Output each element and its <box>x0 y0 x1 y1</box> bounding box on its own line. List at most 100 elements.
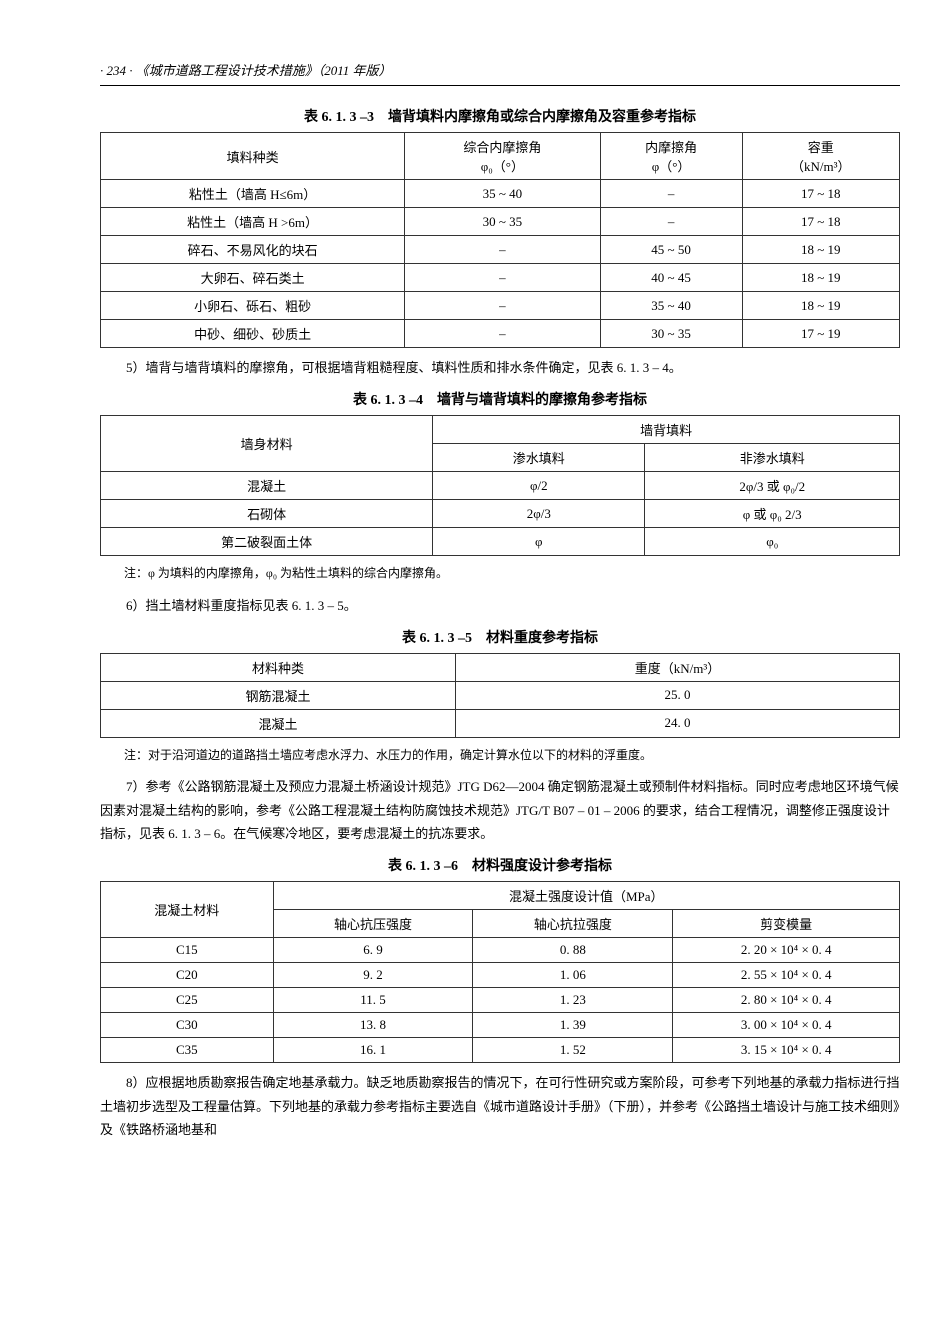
page-header: · 234 · 《城市道路工程设计技术措施》（2011 年版） <box>100 60 900 79</box>
table-cell: φ/2 <box>433 472 645 500</box>
table-cell: 3. 15 × 10⁴ × 0. 4 <box>673 1038 900 1063</box>
th-comp: 轴心抗压强度 <box>273 910 473 938</box>
th-nonpermeable: 非渗水填料 <box>645 444 900 472</box>
table-cell: – <box>600 180 742 208</box>
table-cell: – <box>405 292 600 320</box>
table-613-3-title: 表 6. 1. 3 –3 墙背填料内摩擦角或综合内摩擦角及容重参考指标 <box>100 106 900 126</box>
table-cell: 第二破裂面土体 <box>101 528 433 556</box>
table-row: 第二破裂面土体φφ₀ <box>101 528 900 556</box>
th-permeable: 渗水填料 <box>433 444 645 472</box>
table-cell: – <box>405 264 600 292</box>
table-cell: 0. 88 <box>473 938 673 963</box>
table-cell: 6. 9 <box>273 938 473 963</box>
table-cell: 大卵石、碎石类土 <box>101 264 405 292</box>
th-tens: 轴心抗拉强度 <box>473 910 673 938</box>
table-cell: 2φ/3 <box>433 500 645 528</box>
table-cell: 17 ~ 18 <box>742 180 899 208</box>
table-cell: C35 <box>101 1038 274 1063</box>
table-cell: – <box>405 236 600 264</box>
table-613-3: 填料种类 综合内摩擦角 φ₀（°） 内摩擦角 φ（°） 容重 （kN/m³） 粘… <box>100 132 900 348</box>
table-row: 粘性土（墙高 H >6m）30 ~ 35–17 ~ 18 <box>101 208 900 236</box>
table-cell: 24. 0 <box>456 709 900 737</box>
page-number: · 234 · <box>100 63 133 78</box>
table-cell: 1. 06 <box>473 963 673 988</box>
table-row: 小卵石、砾石、粗砂–35 ~ 4018 ~ 19 <box>101 292 900 320</box>
table-row: C3516. 11. 523. 15 × 10⁴ × 0. 4 <box>101 1038 900 1063</box>
table-cell: 混凝土 <box>101 709 456 737</box>
table-cell: 2. 80 × 10⁴ × 0. 4 <box>673 988 900 1013</box>
th-strength-span: 混凝土强度设计值（MPa） <box>273 882 899 910</box>
table-cell: 2φ/3 或 φ₀/2 <box>645 472 900 500</box>
table-row: 中砂、细砂、砂质土–30 ~ 3517 ~ 19 <box>101 320 900 348</box>
table-cell: 2. 55 × 10⁴ × 0. 4 <box>673 963 900 988</box>
table-cell: 粘性土（墙高 H≤6m） <box>101 180 405 208</box>
table-cell: C15 <box>101 938 274 963</box>
table-row: 钢筋混凝土25. 0 <box>101 681 900 709</box>
table-cell: – <box>405 320 600 348</box>
header-divider <box>100 85 900 86</box>
table-cell: 40 ~ 45 <box>600 264 742 292</box>
table-cell: 中砂、细砂、砂质土 <box>101 320 405 348</box>
table-cell: C25 <box>101 988 274 1013</box>
table-cell: C30 <box>101 1013 274 1038</box>
table-row: C156. 90. 882. 20 × 10⁴ × 0. 4 <box>101 938 900 963</box>
table-cell: 17 ~ 18 <box>742 208 899 236</box>
table-row: C2511. 51. 232. 80 × 10⁴ × 0. 4 <box>101 988 900 1013</box>
table-cell: – <box>600 208 742 236</box>
table-613-5-note: 注：对于沿河道边的道路挡土墙应考虑水浮力、水压力的作用，确定计算水位以下的材料的… <box>100 746 900 765</box>
table-cell: 45 ~ 50 <box>600 236 742 264</box>
table-row: 粘性土（墙高 H≤6m）35 ~ 40–17 ~ 18 <box>101 180 900 208</box>
table-cell: 9. 2 <box>273 963 473 988</box>
table-cell: 11. 5 <box>273 988 473 1013</box>
table-cell: 30 ~ 35 <box>405 208 600 236</box>
table-cell: 碎石、不易风化的块石 <box>101 236 405 264</box>
table-613-4: 墙身材料 墙背填料 渗水填料 非渗水填料 混凝土φ/22φ/3 或 φ₀/2石砌… <box>100 415 900 556</box>
th-fill-type: 填料种类 <box>101 133 405 180</box>
table-row: C3013. 81. 393. 00 × 10⁴ × 0. 4 <box>101 1013 900 1038</box>
th-density: 重度（kN/m³） <box>456 653 900 681</box>
table-cell: 18 ~ 19 <box>742 292 899 320</box>
table-613-4-title: 表 6. 1. 3 –4 墙背与墙背填料的摩擦角参考指标 <box>100 389 900 409</box>
table-cell: 16. 1 <box>273 1038 473 1063</box>
table-cell: 钢筋混凝土 <box>101 681 456 709</box>
table-cell: 18 ~ 19 <box>742 264 899 292</box>
table-cell: 混凝土 <box>101 472 433 500</box>
para-8: 8）应根据地质勘察报告确定地基承载力。缺乏地质勘察报告的情况下，在可行性研究或方… <box>100 1071 900 1141</box>
table-cell: 30 ~ 35 <box>600 320 742 348</box>
table-cell: 35 ~ 40 <box>600 292 742 320</box>
th-concrete-mat: 混凝土材料 <box>101 882 274 938</box>
table-row: 大卵石、碎石类土–40 ~ 4518 ~ 19 <box>101 264 900 292</box>
table-cell: 1. 23 <box>473 988 673 1013</box>
table-cell: 25. 0 <box>456 681 900 709</box>
table-cell: 2. 20 × 10⁴ × 0. 4 <box>673 938 900 963</box>
th-backfill: 墙背填料 <box>433 416 900 444</box>
table-cell: C20 <box>101 963 274 988</box>
table-cell: 粘性土（墙高 H >6m） <box>101 208 405 236</box>
table-cell: 3. 00 × 10⁴ × 0. 4 <box>673 1013 900 1038</box>
th-shear: 剪变模量 <box>673 910 900 938</box>
table-cell: φ <box>433 528 645 556</box>
table-cell: 18 ~ 19 <box>742 236 899 264</box>
th-phi0: 综合内摩擦角 φ₀（°） <box>405 133 600 180</box>
table-row: 碎石、不易风化的块石–45 ~ 5018 ~ 19 <box>101 236 900 264</box>
table-613-5-title: 表 6. 1. 3 –5 材料重度参考指标 <box>100 627 900 647</box>
table-row: C209. 21. 062. 55 × 10⁴ × 0. 4 <box>101 963 900 988</box>
table-cell: φ 或 φ₀ 2/3 <box>645 500 900 528</box>
th-phi: 内摩擦角 φ（°） <box>600 133 742 180</box>
table-cell: 1. 52 <box>473 1038 673 1063</box>
table-row: 混凝土24. 0 <box>101 709 900 737</box>
table-row: 混凝土φ/22φ/3 或 φ₀/2 <box>101 472 900 500</box>
table-cell: 13. 8 <box>273 1013 473 1038</box>
th-weight: 容重 （kN/m³） <box>742 133 899 180</box>
table-cell: 1. 39 <box>473 1013 673 1038</box>
th-wall-material: 墙身材料 <box>101 416 433 472</box>
table-613-6-title: 表 6. 1. 3 –6 材料强度设计参考指标 <box>100 855 900 875</box>
table-613-6: 混凝土材料 混凝土强度设计值（MPa） 轴心抗压强度 轴心抗拉强度 剪变模量 C… <box>100 881 900 1063</box>
table-cell: 17 ~ 19 <box>742 320 899 348</box>
para-5: 5）墙背与墙背填料的摩擦角，可根据墙背粗糙程度、填料性质和排水条件确定，见表 6… <box>100 356 900 379</box>
table-cell: 小卵石、砾石、粗砂 <box>101 292 405 320</box>
table-cell: 35 ~ 40 <box>405 180 600 208</box>
table-cell: φ₀ <box>645 528 900 556</box>
para-7: 7）参考《公路钢筋混凝土及预应力混凝土桥涵设计规范》JTG D62—2004 确… <box>100 775 900 845</box>
table-cell: 石砌体 <box>101 500 433 528</box>
